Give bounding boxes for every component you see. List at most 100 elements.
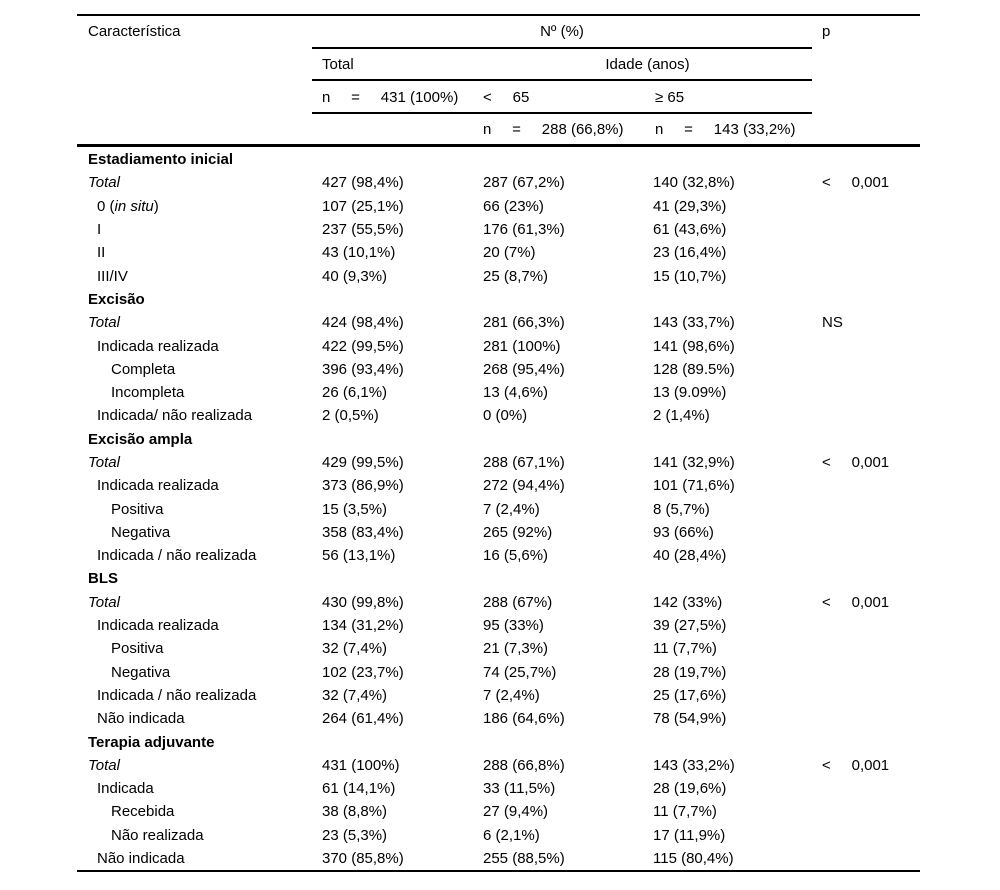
table-row: Indicada realizada 373 (86,9%) 272 (94,4… xyxy=(77,474,920,497)
cell-label: Total xyxy=(77,454,322,471)
statistics-table: Característica Nº (%) p Total Idade (ano… xyxy=(77,0,920,890)
table-row: Indicada / não realizada 56 (13,1%) 16 (… xyxy=(77,544,920,567)
cell-total: 237 (55,5%) xyxy=(322,221,404,239)
cell-age-under-65: 287 (67,2%) xyxy=(483,174,565,192)
row-label: 0 ( xyxy=(97,197,115,215)
cell-total: 370 (85,8%) xyxy=(322,850,404,868)
row-label: Não realizada xyxy=(111,826,204,844)
cell-age-over-65: 15 (10,7%) xyxy=(653,267,727,285)
cell-label: Excisão xyxy=(77,291,322,308)
cell-age-under-65: 21 (7,3%) xyxy=(483,640,549,658)
cell-age-over-65: 101 (71,6%) xyxy=(653,477,735,495)
cell-age-over-65: 141 (98,6%) xyxy=(653,337,735,355)
cell-age-over-65: 115 (80,4%) xyxy=(653,850,734,868)
table-row: Total 424 (98,4%) 281 (66,3%) 143 (33,7%… xyxy=(77,311,920,334)
table-bottom-rule xyxy=(77,870,920,872)
cell-label: Negativa xyxy=(77,524,322,541)
table-row: Recebida 38 (8,8%) 27 (9,4%) 11 (7,7%) xyxy=(77,800,920,823)
table-row: Negativa 102 (23,7%) 74 (25,7%) 28 (19,7… xyxy=(77,661,920,684)
cell-age-under-65: 272 (94,4%) xyxy=(483,477,565,495)
row-label: Completa xyxy=(111,360,176,378)
cell-label: Indicada realizada xyxy=(77,338,322,355)
cell-age-over-65: 142 (33%) xyxy=(653,593,723,611)
table-row: Total 430 (99,8%) 288 (67%) 142 (33%) < … xyxy=(77,591,920,614)
cell-label: Indicada realizada xyxy=(77,477,322,494)
cell-age-over-65: 41 (29,3%) xyxy=(653,197,727,215)
cell-age-over-65: 143 (33,2%) xyxy=(653,756,735,774)
column-header-over-65: ≥ 65 xyxy=(655,89,685,106)
cell-label: BLS xyxy=(77,570,322,587)
cell-total: 38 (8,8%) xyxy=(322,803,388,821)
cell-total: 373 (86,9%) xyxy=(322,477,404,495)
cell-age-under-65: 288 (67,1%) xyxy=(483,454,565,471)
row-label: Terapia adjuvante xyxy=(88,733,215,751)
cell-age-over-65: 11 (7,7%) xyxy=(653,640,717,658)
cell-total: 427 (98,4%) xyxy=(322,174,404,192)
cell-label: Terapia adjuvante xyxy=(77,734,322,751)
cell-age-under-65: 33 (11,5%) xyxy=(483,780,556,798)
cell-age-over-65: 143 (33,7%) xyxy=(653,314,735,332)
header-n-total: n = 431 (100%) xyxy=(322,89,459,106)
row-label: Total xyxy=(88,174,120,192)
table-row: Não indicada 264 (61,4%) 186 (64,6%) 78 … xyxy=(77,707,920,730)
row-label: Incompleta xyxy=(111,384,185,402)
cell-age-over-65: 2 (1,4%) xyxy=(653,407,710,425)
row-label: Indicada/ não realizada xyxy=(97,407,253,425)
cell-age-under-65: 27 (9,4%) xyxy=(483,803,549,821)
row-label: I xyxy=(97,221,102,239)
column-header-caracteristica: Característica xyxy=(88,23,181,40)
cell-label: Negativa xyxy=(77,664,322,681)
cell-age-under-65: 265 (92%) xyxy=(483,523,553,541)
row-label: Indicada / não realizada xyxy=(97,547,257,565)
cell-total: 358 (83,4%) xyxy=(322,523,404,541)
cell-age-under-65: 255 (88,5%) xyxy=(483,850,565,868)
table-row: Excisão ampla xyxy=(77,428,920,451)
cell-age-under-65: 7 (2,4%) xyxy=(483,686,540,704)
cell-label: Não indicada xyxy=(77,710,322,727)
cell-label: Incompleta xyxy=(77,384,322,401)
row-label: BLS xyxy=(88,570,118,588)
cell-age-over-65: 78 (54,9%) xyxy=(653,710,727,728)
cell-age-over-65: 93 (66%) xyxy=(653,523,714,541)
row-label: Total xyxy=(88,314,120,332)
table-row: BLS xyxy=(77,567,920,590)
table-row: Total 427 (98,4%) 287 (67,2%) 140 (32,8%… xyxy=(77,171,920,194)
table-row: Terapia adjuvante xyxy=(77,730,920,753)
cell-total: 43 (10,1%) xyxy=(322,244,396,262)
cell-age-under-65: 74 (25,7%) xyxy=(483,663,557,681)
row-label: Negativa xyxy=(111,523,171,541)
cell-label: Não indicada xyxy=(77,850,322,867)
row-label: Não indicada xyxy=(97,710,185,728)
table-row: Total 431 (100%) 288 (66,8%) 143 (33,2%)… xyxy=(77,754,920,777)
cell-p-value: < 0,001 xyxy=(822,756,890,774)
cell-age-under-65: 7 (2,4%) xyxy=(483,500,540,518)
table-row: I 237 (55,5%) 176 (61,3%) 61 (43,6%) xyxy=(77,218,920,241)
header-n-over-65: n = 143 (33,2%) xyxy=(655,121,796,138)
table-row: Negativa 358 (83,4%) 265 (92%) 93 (66%) xyxy=(77,521,920,544)
column-header-under-65: < 65 xyxy=(483,89,530,106)
table-row: Indicada 61 (14,1%) 33 (11,5%) 28 (19,6%… xyxy=(77,777,920,800)
cell-total: 61 (14,1%) xyxy=(322,780,396,798)
row-label: Total xyxy=(88,593,120,611)
table-row: Não indicada 370 (85,8%) 255 (88,5%) 115… xyxy=(77,847,920,870)
cell-p-value: NS xyxy=(822,314,843,332)
cell-age-over-65: 28 (19,6%) xyxy=(653,780,727,798)
cell-age-over-65: 141 (32,9%) xyxy=(653,454,735,471)
cell-label: Total xyxy=(77,757,322,774)
column-header-p-value: p xyxy=(822,23,831,40)
table-row: Indicada / não realizada 32 (7,4%) 7 (2,… xyxy=(77,684,920,707)
row-label: Indicada realizada xyxy=(97,337,219,355)
row-label-italic: in situ xyxy=(114,197,154,215)
cell-total: 40 (9,3%) xyxy=(322,267,388,285)
row-label: Positiva xyxy=(111,500,164,518)
row-label: Excisão xyxy=(88,290,145,308)
cell-total: 264 (61,4%) xyxy=(322,710,404,728)
cell-age-over-65: 39 (27,5%) xyxy=(653,617,727,635)
cell-age-under-65: 176 (61,3%) xyxy=(483,221,565,239)
cell-age-over-65: 28 (19,7%) xyxy=(653,663,727,681)
cell-total: 26 (6,1%) xyxy=(322,384,388,402)
cell-age-under-65: 20 (7%) xyxy=(483,244,536,262)
cell-age-under-65: 288 (67%) xyxy=(483,593,553,611)
row-label-suffix: ) xyxy=(153,197,159,215)
cell-total: 15 (3,5%) xyxy=(322,500,388,518)
